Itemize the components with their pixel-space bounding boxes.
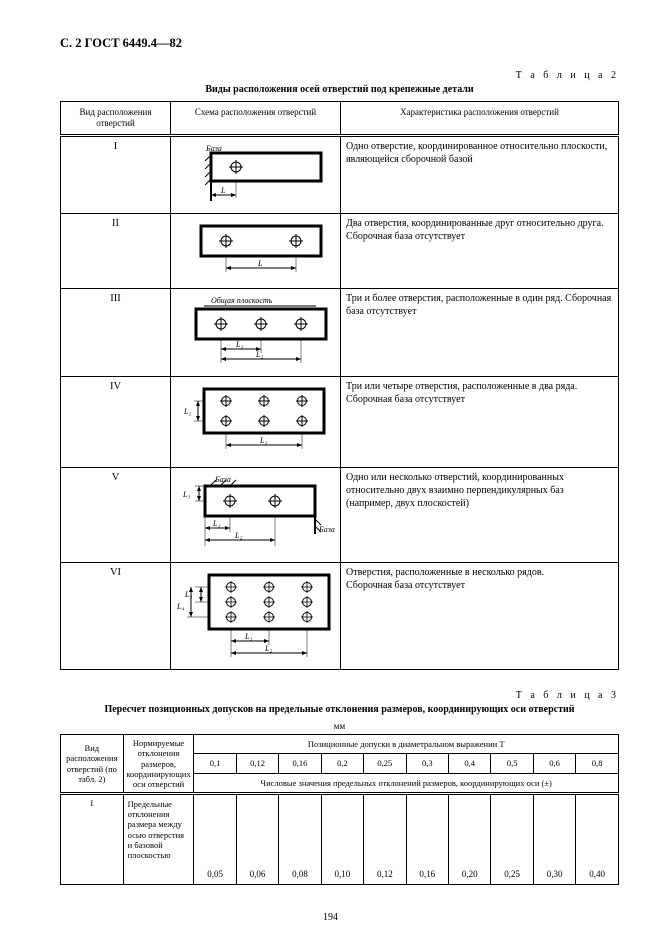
label-l2: L₂ xyxy=(234,531,242,540)
page-header: С. 2 ГОСТ 6449.4—82 xyxy=(60,36,619,52)
t3-tval: 0,2 xyxy=(321,754,363,773)
page: С. 2 ГОСТ 6449.4—82 Т а б л и ц а 2 Виды… xyxy=(0,0,661,936)
t2-row-schema: Общая плоскость L₁ L₂ xyxy=(171,289,341,376)
schematic-6: L₃ L₄ L₁ L₂ xyxy=(175,569,343,661)
t3-tval: 0,25 xyxy=(364,754,406,773)
t3-val: 0,12 xyxy=(364,794,406,885)
schematic-3: Общая плоскость L₁ L₂ xyxy=(176,295,336,367)
page-number: 194 xyxy=(0,912,661,925)
label-l2: L₂ xyxy=(183,407,191,416)
label-l1: L₁ xyxy=(244,632,252,641)
t2-head-col1: Вид расположения отверстий xyxy=(61,101,171,136)
t3-tval: 0,8 xyxy=(576,754,619,773)
table2-label: Т а б л и ц а 2 xyxy=(60,70,619,83)
label-baza-top: База xyxy=(214,475,231,484)
t3-row-id: I xyxy=(61,794,124,885)
t2-row-desc: Три или четыре отверстия, расположенные … xyxy=(341,376,619,467)
t3-val: 0,08 xyxy=(279,794,321,885)
t2-row-desc: Отверстия, расположенные в несколько ряд… xyxy=(341,562,619,669)
table3-caption: Пересчет позиционных допусков на предель… xyxy=(60,704,619,717)
t3-tval: 0,16 xyxy=(279,754,321,773)
t3-tval: 0,5 xyxy=(491,754,533,773)
t2-row-id: III xyxy=(61,289,171,376)
t3-tval: 0,1 xyxy=(194,754,236,773)
schematic-5: База База L₃ xyxy=(175,474,343,554)
t3-val: 0,10 xyxy=(321,794,363,885)
t3-tval: 0,6 xyxy=(533,754,575,773)
t3-tval: 0,4 xyxy=(449,754,491,773)
t3-val: 0,40 xyxy=(576,794,619,885)
table3-label: Т а б л и ц а 3 xyxy=(60,690,619,703)
t2-row-id: V xyxy=(61,467,171,562)
schematic-4: L₂ L₁ xyxy=(176,383,336,459)
t2-row-schema: База База L₃ xyxy=(171,467,341,562)
label-top: Общая плоскость xyxy=(211,296,273,305)
table3-unit: мм xyxy=(60,721,619,732)
schematic-1: База L xyxy=(181,143,331,205)
t2-row-desc: Три и более отверстия, расположенные в о… xyxy=(341,289,619,376)
t2-row-schema: L xyxy=(171,214,341,289)
t3-tval: 0,3 xyxy=(406,754,448,773)
t3-tval: 0,12 xyxy=(236,754,278,773)
t3-val: 0,06 xyxy=(236,794,278,885)
label-baza: База xyxy=(205,144,222,153)
t2-row-id: I xyxy=(61,136,171,214)
t3-val: 0,05 xyxy=(194,794,236,885)
label-l2: L₂ xyxy=(255,350,263,359)
t2-row-desc: Одно отверстие, координированное относит… xyxy=(341,136,619,214)
t3-head-a: Вид расположения отверстий (по табл. 2) xyxy=(61,735,124,794)
t2-row-id: VI xyxy=(61,562,171,669)
t2-row-schema: База L xyxy=(171,136,341,214)
t2-head-col2: Схема расположения отверстий xyxy=(171,101,341,136)
t3-head-b: Нормируемые отклонения размеров, координ… xyxy=(123,735,194,794)
t2-row-schema: L₃ L₄ L₁ L₂ xyxy=(171,562,341,669)
t3-val: 0,30 xyxy=(533,794,575,885)
table3-wrap: Т а б л и ц а 3 Пересчет позиционных доп… xyxy=(60,690,619,885)
schematic-2: L xyxy=(181,220,331,280)
t3-head-span-mid: Числовые значения предельных отклонений … xyxy=(194,773,619,793)
label-l1: L₁ xyxy=(235,340,243,349)
label-baza-right: База xyxy=(318,525,335,534)
t3-val: 0,16 xyxy=(406,794,448,885)
label-l4: L₄ xyxy=(176,602,184,611)
label-l2: L₂ xyxy=(264,644,272,653)
t3-head-span-top: Позиционные допуски в диаметральном выра… xyxy=(194,735,619,754)
label-l1: L₁ xyxy=(259,436,267,445)
label-l1: L₁ xyxy=(212,519,220,528)
t2-row-id: IV xyxy=(61,376,171,467)
label-l3: L₃ xyxy=(182,490,190,499)
t3-row-norm: Предельные отклонения размера между осью… xyxy=(123,794,194,885)
label-l: L xyxy=(257,259,263,268)
t2-row-id: II xyxy=(61,214,171,289)
t2-row-schema: L₂ L₁ xyxy=(171,376,341,467)
t3-val: 0,20 xyxy=(449,794,491,885)
table2-caption: Виды расположения осей отверстий под кре… xyxy=(60,84,619,97)
t2-head-col3: Характеристика расположения отверстий xyxy=(341,101,619,136)
t2-row-desc: Два отверстия, координированные друг отн… xyxy=(341,214,619,289)
t2-row-desc: Одно или несколько отверстий, координиро… xyxy=(341,467,619,562)
table2: Вид расположения отверстий Схема располо… xyxy=(60,101,619,670)
t3-val: 0,25 xyxy=(491,794,533,885)
label-l: L xyxy=(220,186,226,195)
table3: Вид расположения отверстий (по табл. 2) … xyxy=(60,734,619,885)
